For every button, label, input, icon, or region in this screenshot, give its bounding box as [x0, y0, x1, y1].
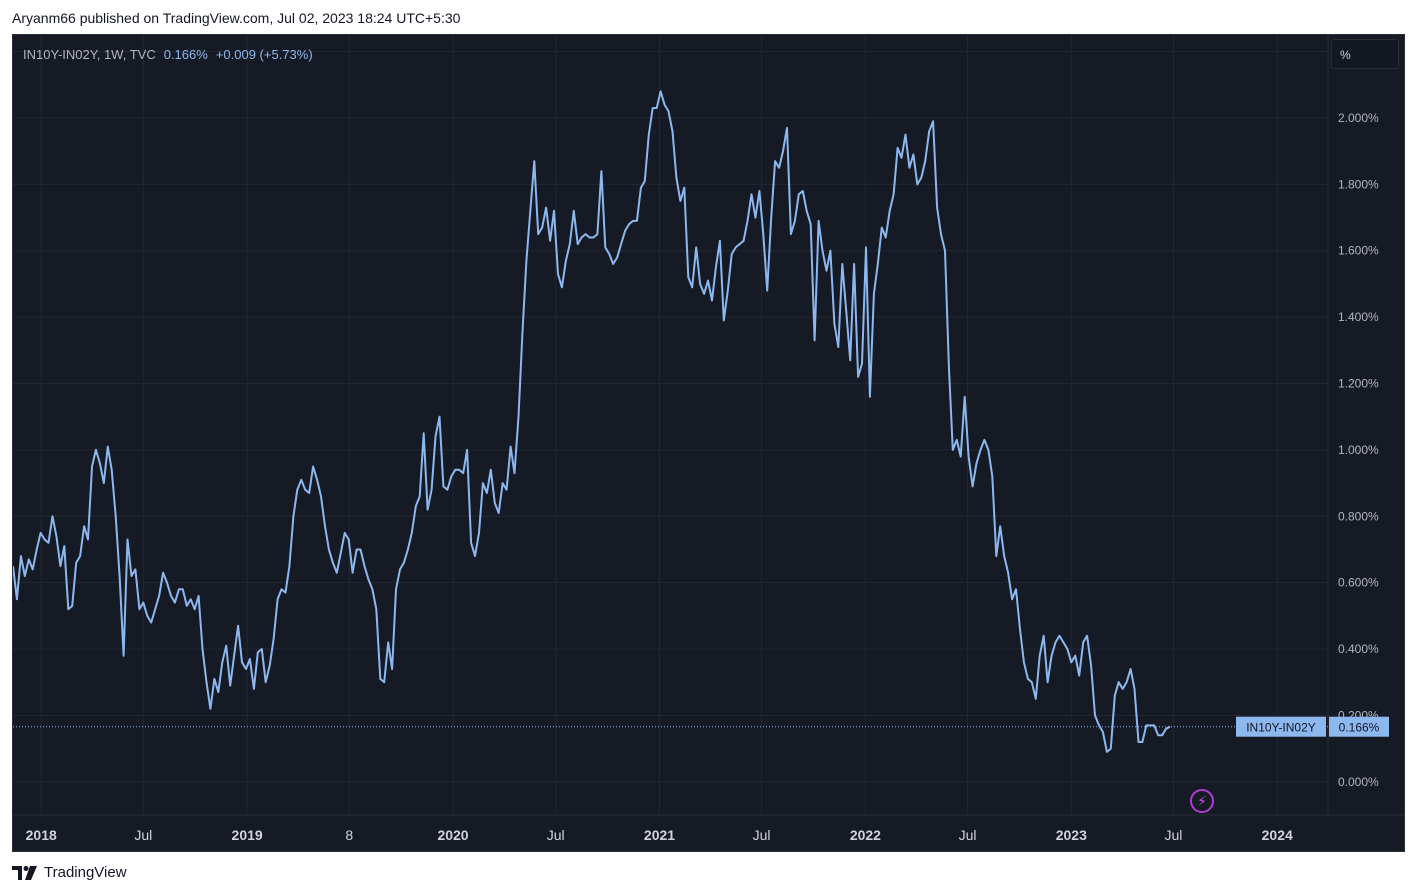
x-tick-label: 2019 — [232, 827, 263, 843]
y-tick-label: 1.800% — [1338, 177, 1379, 191]
x-tick-label: 2024 — [1262, 827, 1293, 843]
lightning-bolt-icon[interactable]: ⚡ — [1190, 789, 1214, 813]
x-tick-label: Jul — [1164, 827, 1182, 843]
x-tick-label: Jul — [959, 827, 977, 843]
x-tick-label: Jul — [547, 827, 565, 843]
last-price-layer: IN10Y-IN02Y 0.166% — [13, 716, 1389, 737]
grid-lines — [13, 35, 1328, 815]
y-tick-label: 0.800% — [1338, 509, 1379, 523]
x-tick-label: 2022 — [850, 827, 881, 843]
unit-toggle-button[interactable]: % — [1331, 39, 1399, 69]
x-tick-label: Jul — [753, 827, 771, 843]
x-tick-label: 2021 — [644, 827, 675, 843]
chart-panel[interactable]: 2.200%2.000%1.800%1.600%1.400%1.200%1.00… — [12, 34, 1405, 852]
y-tick-label: 1.400% — [1338, 310, 1379, 324]
x-tick-label: 8 — [345, 827, 353, 843]
series-layer — [13, 90, 1171, 753]
y-tick-label: 1.000% — [1338, 443, 1379, 457]
x-tick-label: 2020 — [437, 827, 468, 843]
symbol-tag-label: IN10Y-IN02Y — [1246, 721, 1316, 735]
symbol-legend[interactable]: IN10Y-IN02Y, 1W, TVC 0.166% +0.009 (+5.73%… — [23, 47, 313, 62]
price-tag-label: 0.166% — [1339, 721, 1380, 735]
axes: 2.200%2.000%1.800%1.600%1.400%1.200%1.00… — [13, 35, 1404, 843]
line-chart[interactable]: 2.200%2.000%1.800%1.600%1.400%1.200%1.00… — [13, 35, 1405, 852]
y-tick-label: 1.200% — [1338, 377, 1379, 391]
series-line[interactable] — [13, 90, 1171, 753]
x-tick-label: Jul — [134, 827, 152, 843]
legend-symbol: IN10Y-IN02Y, 1W, TVC — [23, 47, 156, 62]
y-tick-label: 1.600% — [1338, 244, 1379, 258]
y-tick-label: 0.600% — [1338, 576, 1379, 590]
publication-line: Aryanm66 published on TradingView.com, J… — [12, 10, 461, 26]
legend-price: 0.166% — [163, 47, 208, 62]
x-tick-label: 2018 — [26, 827, 57, 843]
symbol-tag-background — [1236, 716, 1326, 737]
x-tick-label: 2023 — [1056, 827, 1087, 843]
y-tick-label: 0.000% — [1338, 775, 1379, 789]
legend-change: +0.009 (+5.73%) — [215, 47, 313, 62]
branding-text: TradingView — [44, 864, 127, 881]
tradingview-logo-icon — [12, 865, 37, 880]
unit-label: % — [1340, 48, 1351, 62]
price-tag-background — [1329, 716, 1389, 737]
y-tick-label: 0.400% — [1338, 642, 1379, 656]
y-tick-label: 2.000% — [1338, 111, 1379, 125]
branding[interactable]: TradingView — [12, 864, 127, 881]
